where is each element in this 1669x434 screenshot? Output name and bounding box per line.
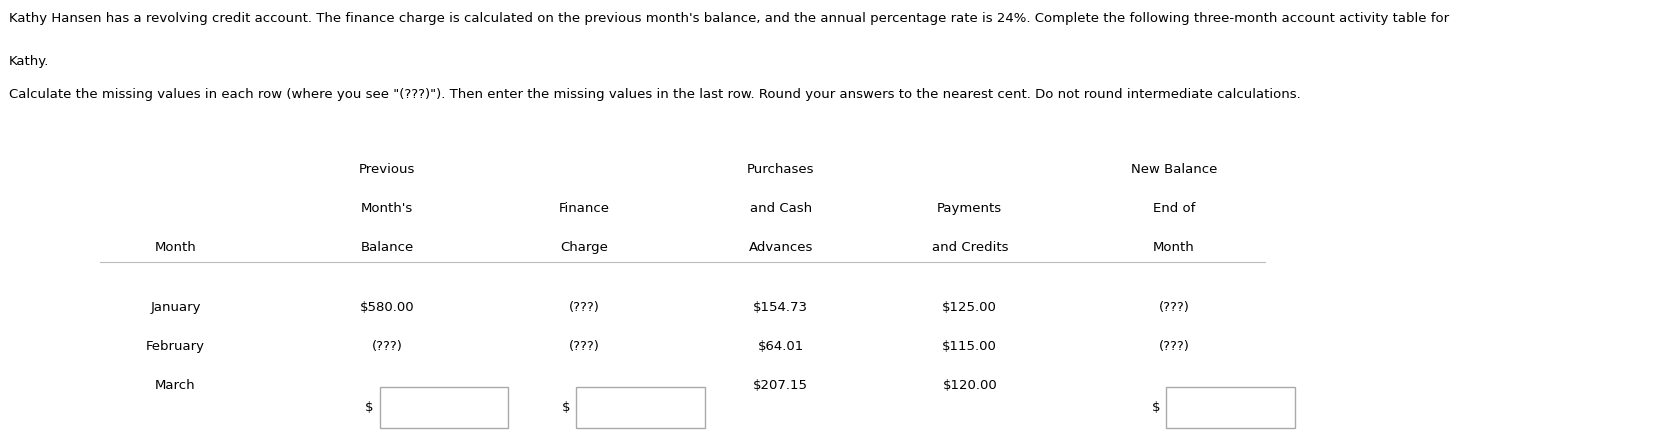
Text: (???): (???) — [372, 340, 402, 353]
Text: $115.00: $115.00 — [943, 340, 996, 353]
Text: Calculate the missing values in each row (where you see "(???)"). Then enter the: Calculate the missing values in each row… — [8, 88, 1300, 101]
Text: Charge: Charge — [561, 241, 608, 254]
Text: and Cash: and Cash — [749, 202, 811, 215]
Text: (???): (???) — [569, 340, 599, 353]
Text: Kathy Hansen has a revolving credit account. The finance charge is calculated on: Kathy Hansen has a revolving credit acco… — [8, 12, 1449, 25]
Text: End of: End of — [1153, 202, 1195, 215]
Text: New Balance: New Balance — [1132, 163, 1217, 176]
Text: Finance: Finance — [559, 202, 609, 215]
Text: $: $ — [1152, 401, 1160, 414]
Text: $154.73: $154.73 — [753, 301, 808, 314]
Bar — [576, 387, 704, 428]
Text: Advances: Advances — [748, 241, 813, 254]
Text: (???): (???) — [1158, 301, 1190, 314]
Text: Purchases: Purchases — [748, 163, 814, 176]
Text: $125.00: $125.00 — [943, 301, 996, 314]
Text: Month's: Month's — [361, 202, 414, 215]
Text: January: January — [150, 301, 200, 314]
Text: $: $ — [562, 401, 571, 414]
Text: $64.01: $64.01 — [758, 340, 804, 353]
Text: Month: Month — [1153, 241, 1195, 254]
Text: Kathy.: Kathy. — [8, 55, 50, 68]
Text: Balance: Balance — [361, 241, 414, 254]
Text: (???): (???) — [569, 301, 599, 314]
Text: $580.00: $580.00 — [361, 301, 414, 314]
Text: March: March — [155, 379, 195, 392]
Text: $207.15: $207.15 — [753, 379, 808, 392]
Text: (???): (???) — [1158, 340, 1190, 353]
Bar — [379, 387, 509, 428]
Text: Month: Month — [155, 241, 197, 254]
Bar — [1167, 387, 1295, 428]
Text: $120.00: $120.00 — [943, 379, 996, 392]
Text: Payments: Payments — [938, 202, 1003, 215]
Text: February: February — [145, 340, 205, 353]
Text: $: $ — [366, 401, 374, 414]
Text: and Credits: and Credits — [931, 241, 1008, 254]
Text: Previous: Previous — [359, 163, 416, 176]
